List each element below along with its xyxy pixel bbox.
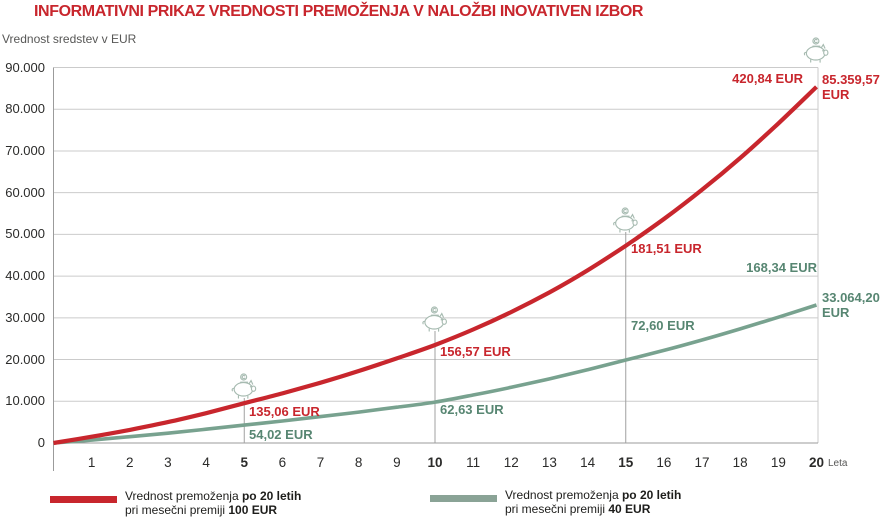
x-tick-label: 14: [580, 455, 596, 470]
value-label-green-year-20: 168,34 EUR: [746, 260, 817, 275]
page-title: INFORMATIVNI PRIKAZ VREDNOSTI PREMOŽENJA…: [34, 3, 644, 20]
y-axis-label: Vrednost sredstev v EUR: [2, 32, 137, 46]
piggy-bank-icon: [803, 37, 829, 63]
x-tick-label: 13: [541, 455, 557, 470]
value-label-red-year-10: 156,57 EUR: [440, 344, 511, 359]
x-tick-label: 7: [316, 455, 325, 470]
value-label-red-year-20: 420,84 EUR: [732, 71, 803, 86]
x-tick-label: 4: [202, 455, 210, 470]
legend-swatch-green: [430, 495, 497, 502]
legend-text: pri mesečni premiji: [505, 502, 609, 516]
x-tick-label: 6: [278, 455, 287, 470]
x-tick-label: 2: [126, 455, 134, 470]
y-tick-label: 80.000: [5, 101, 45, 117]
value-label-green-year-10: 62,63 EUR: [440, 402, 504, 417]
x-tick-label: 3: [164, 455, 172, 470]
value-label-green-year-15: 72,60 EUR: [631, 318, 695, 333]
x-tick-label: 10: [427, 455, 443, 470]
y-tick-label: 90.000: [5, 59, 45, 75]
x-tick-label: 5: [240, 455, 248, 470]
legend-item-premium-100: Vrednost premoženja po 20 letih pri mese…: [50, 489, 301, 517]
x-tick-label: 16: [656, 455, 672, 470]
x-tick-label: 12: [503, 455, 519, 470]
y-tick-label: 60.000: [5, 184, 45, 200]
legend-label-premium-100: Vrednost premoženja po 20 letih pri mese…: [125, 489, 301, 517]
legend-swatch-red: [50, 496, 117, 503]
x-tick-label: 9: [393, 455, 401, 470]
x-axis-unit-label: Leta: [828, 458, 848, 469]
legend-text-bold: po 20 letih: [241, 489, 302, 503]
legend-text-bold: 40 EUR: [608, 502, 651, 516]
y-tick-label: 0: [37, 435, 45, 450]
y-tick-label: 70.000: [5, 142, 45, 158]
x-tick-label: 20: [808, 455, 825, 470]
value-label-green-year-5: 54,02 EUR: [249, 427, 313, 442]
y-tick-label: 20.000: [5, 351, 45, 367]
legend-text: pri mesečni premiji: [125, 503, 229, 517]
y-tick-label: 50.000: [5, 226, 45, 242]
legend-label-premium-40: Vrednost premoženja po 20 letih pri mese…: [505, 488, 681, 516]
legend-text-bold: 100 EUR: [228, 503, 278, 517]
legend-text: Vrednost premoženja: [125, 489, 242, 503]
curve-premium-100: [53, 85, 818, 446]
x-tick-label: 17: [694, 455, 710, 470]
x-tick-label: 18: [732, 455, 748, 470]
legend-line2: pri mesečni premiji 40 EUR: [505, 502, 650, 516]
legend-line1: Vrednost premoženja po 20 letih: [505, 488, 681, 502]
x-tick-label: 8: [354, 455, 363, 470]
legend-line1: Vrednost premoženja po 20 letih: [125, 489, 301, 503]
legend-text-bold: po 20 letih: [621, 488, 682, 502]
legend-line2: pri mesečni premiji 100 EUR: [125, 503, 277, 517]
piggy-bank-icon: [613, 207, 638, 233]
gridlines: [53, 67, 819, 443]
x-tick-label: 15: [618, 455, 634, 470]
value-label-red-year-15: 181,51 EUR: [631, 241, 702, 256]
total-label-green-year-20: 33.064,20 EUR: [822, 290, 880, 320]
y-tick-label: 30.000: [5, 309, 45, 325]
x-tick-label: 19: [770, 455, 786, 470]
piggy-bank-icon: [231, 373, 257, 399]
piggy-bank-icon: [422, 306, 447, 332]
value-label-red-year-5: 135,06 EUR: [249, 404, 320, 419]
curve-premium-40: [53, 303, 818, 445]
x-tick-label: 1: [87, 455, 96, 470]
total-label-red-year-20: 85.359,57 EUR: [822, 72, 880, 102]
legend-item-premium-40: Vrednost premoženja po 20 letih pri mese…: [430, 488, 681, 516]
y-tick-label: 10.000: [5, 393, 45, 409]
y-tick-label: 40.000: [5, 268, 45, 284]
legend-text: Vrednost premoženja: [505, 488, 622, 502]
x-tick-label: 11: [466, 455, 481, 470]
